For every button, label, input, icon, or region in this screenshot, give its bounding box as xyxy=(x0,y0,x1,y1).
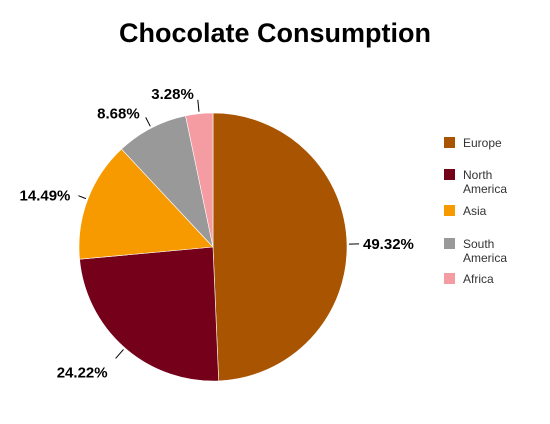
legend-label-north-america: America xyxy=(463,182,507,196)
legend-swatch-north-america xyxy=(444,169,455,180)
data-label-south-america: 8.68% xyxy=(97,105,140,122)
data-label-africa: 3.28% xyxy=(151,86,194,103)
pie-slice-asia xyxy=(78,148,214,260)
leader-line-north-america xyxy=(115,349,124,359)
leader-line-asia xyxy=(78,195,87,200)
legend-label-asia: Asia xyxy=(463,204,487,218)
legend-label-africa: Africa xyxy=(463,272,494,286)
legend-swatch-africa xyxy=(444,273,455,284)
leader-line-south-america xyxy=(145,117,151,127)
legend-label-north-america: North xyxy=(463,168,492,182)
legend-label-europe: Europe xyxy=(463,136,502,150)
data-label-europe: 49.32% xyxy=(363,236,414,253)
legend-label-south-america: America xyxy=(463,251,507,265)
chart-title: Chocolate Consumption xyxy=(119,18,431,48)
pie-slice-europe xyxy=(212,112,348,382)
pie-slice-north-america xyxy=(79,246,219,382)
legend-swatch-south-america xyxy=(444,238,455,249)
data-label-north-america: 24.22% xyxy=(57,364,108,381)
data-label-asia: 14.49% xyxy=(20,188,71,205)
legend-swatch-asia xyxy=(444,205,455,216)
legend-swatch-europe xyxy=(444,137,455,148)
legend-label-south-america: South xyxy=(463,237,494,251)
pie-slice-africa xyxy=(185,112,214,248)
leader-line-africa xyxy=(197,99,200,112)
